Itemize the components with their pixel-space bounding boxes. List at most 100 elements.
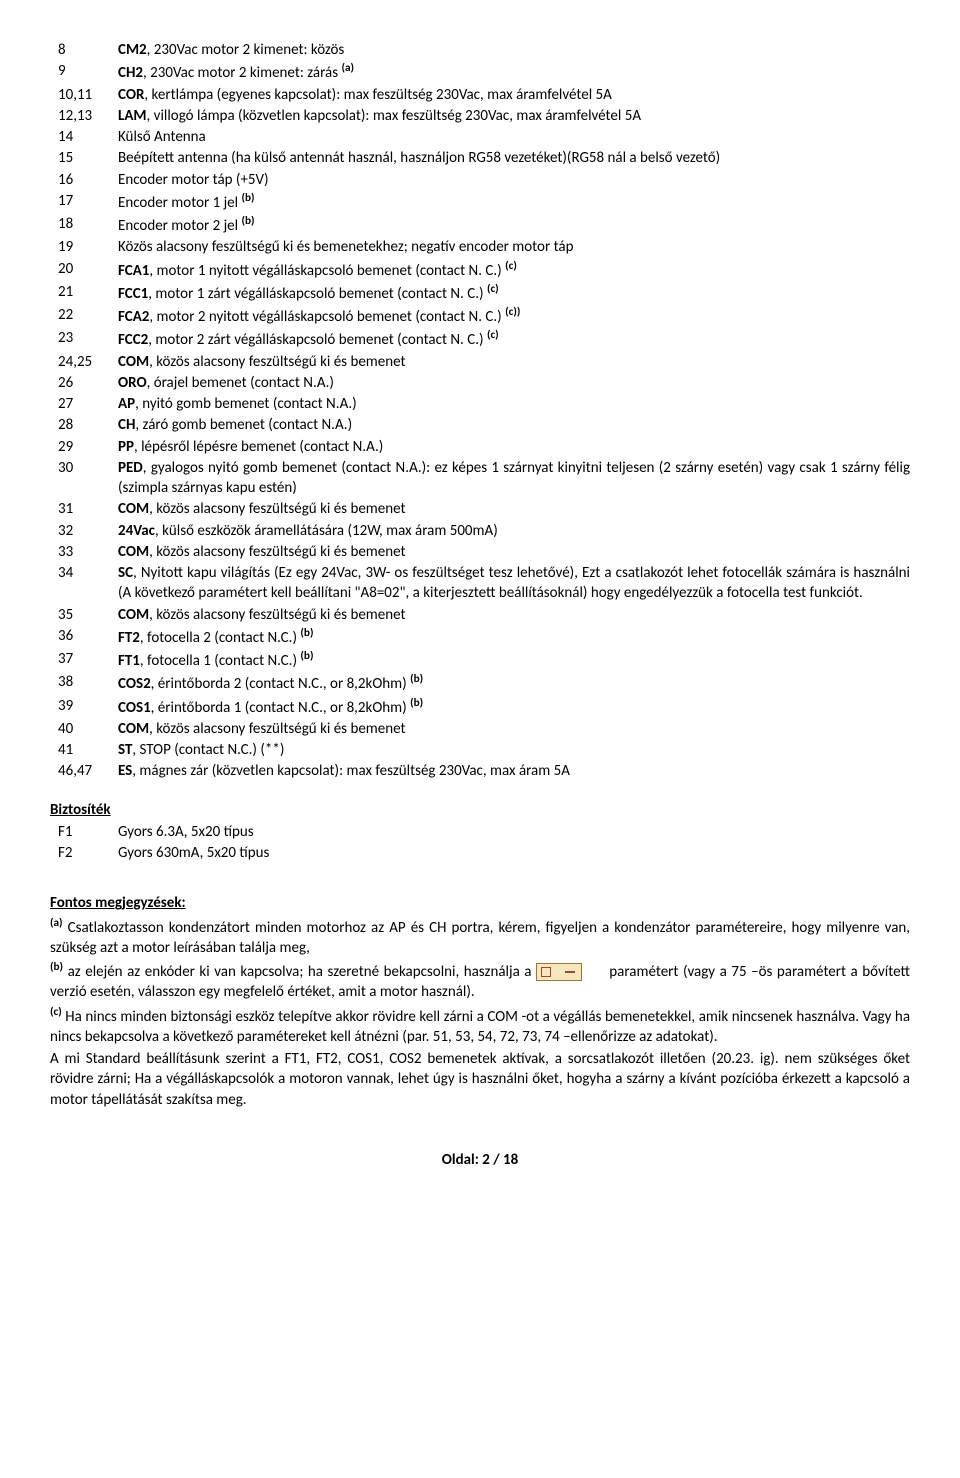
pin-description: FCA1, motor 1 nyitott végálláskapcsoló b…: [118, 259, 910, 281]
pin-description: PP, lépésről lépésre bemenet (contact N.…: [118, 437, 910, 457]
fuse-heading: Biztosíték: [50, 800, 910, 820]
pin-number: 37: [50, 649, 118, 671]
pin-number: 21: [50, 282, 118, 304]
pin-description: FT1, fotocella 1 (contact N.C.) (b): [118, 649, 910, 671]
pin-number: 28: [50, 415, 118, 435]
pin-description: COR, kertlámpa (egyenes kapcsolat): max …: [118, 85, 910, 105]
pin-row: 12,13LAM, villogó lámpa (közvetlen kapcs…: [50, 106, 910, 126]
pin-number: 10,11: [50, 85, 118, 105]
pin-description: CH2, 230Vac motor 2 kimenet: zárás (a): [118, 61, 910, 83]
fuse-row: F1Gyors 6.3A, 5x20 típus: [50, 822, 910, 842]
pin-number: 31: [50, 499, 118, 519]
pin-number: 16: [50, 170, 118, 190]
pin-description: CH, záró gomb bemenet (contact N.A.): [118, 415, 910, 435]
pin-row: 3224Vac, külső eszközök áramellátására (…: [50, 521, 910, 541]
pin-row: 30PED, gyalogos nyitó gomb bemenet (cont…: [50, 458, 910, 499]
fuse-row: F2Gyors 630mA, 5x20 típus: [50, 843, 910, 863]
pin-number: 20: [50, 259, 118, 281]
pin-row: 37FT1, fotocella 1 (contact N.C.) (b): [50, 649, 910, 671]
pin-number: 32: [50, 521, 118, 541]
pin-row: 26ORO, órajel bemenet (contact N.A.): [50, 373, 910, 393]
pin-number: 30: [50, 458, 118, 499]
pin-description: FT2, fotocella 2 (contact N.C.) (b): [118, 626, 910, 648]
pin-row: 27AP, nyitó gomb bemenet (contact N.A.): [50, 394, 910, 414]
pin-description: ORO, órajel bemenet (contact N.A.): [118, 373, 910, 393]
pin-number: 24,25: [50, 352, 118, 372]
pin-row: 21FCC1, motor 1 zárt végálláskapcsoló be…: [50, 282, 910, 304]
pin-row: 31COM, közös alacsony feszültségű ki és …: [50, 499, 910, 519]
pin-row: 34SC, Nyitott kapu világítás (Ez egy 24V…: [50, 563, 910, 604]
pin-description: Encoder motor 1 jel (b): [118, 191, 910, 213]
pin-number: 12,13: [50, 106, 118, 126]
pin-description: Encoder motor 2 jel (b): [118, 214, 910, 236]
pin-number: 41: [50, 740, 118, 760]
pin-description: COM, közös alacsony feszültségű ki és be…: [118, 542, 910, 562]
page-number: Oldal: 2 / 18: [50, 1150, 910, 1170]
pin-row: 9CH2, 230Vac motor 2 kimenet: zárás (a): [50, 61, 910, 83]
pin-row: 29PP, lépésről lépésre bemenet (contact …: [50, 437, 910, 457]
pin-description: SC, Nyitott kapu világítás (Ez egy 24Vac…: [118, 563, 910, 604]
pin-row: 8CM2, 230Vac motor 2 kimenet: közös: [50, 40, 910, 60]
fuse-desc: Gyors 6.3A, 5x20 típus: [118, 822, 910, 842]
pin-number: 17: [50, 191, 118, 213]
pin-number: 39: [50, 696, 118, 718]
pin-row: 14Külső Antenna: [50, 127, 910, 147]
pin-description: COM, közös alacsony feszültségű ki és be…: [118, 352, 910, 372]
pin-description: COS1, érintőborda 1 (contact N.C., or 8,…: [118, 696, 910, 718]
pin-description: 24Vac, külső eszközök áramellátására (12…: [118, 521, 910, 541]
pin-number: 38: [50, 672, 118, 694]
pin-number: 14: [50, 127, 118, 147]
pin-description: COS2, érintőborda 2 (contact N.C., or 8,…: [118, 672, 910, 694]
pin-row: 23FCC2, motor 2 zárt végálláskapcsoló be…: [50, 328, 910, 350]
pin-description: Külső Antenna: [118, 127, 910, 147]
notes-heading: Fontos megjegyzések:: [50, 893, 910, 913]
note-standard: A mi Standard beállításunk szerint a FT1…: [50, 1049, 910, 1110]
pin-number: 29: [50, 437, 118, 457]
pin-number: 15: [50, 148, 118, 168]
pin-number: 26: [50, 373, 118, 393]
pin-row: 10,11COR, kertlámpa (egyenes kapcsolat):…: [50, 85, 910, 105]
pin-number: 18: [50, 214, 118, 236]
pin-number: 27: [50, 394, 118, 414]
pin-number: 33: [50, 542, 118, 562]
pin-row: 15Beépített antenna (ha külső antennát h…: [50, 148, 910, 168]
pin-number: 34: [50, 563, 118, 604]
pin-description: Encoder motor táp (+5V): [118, 170, 910, 190]
pin-description: FCC2, motor 2 zárt végálláskapcsoló beme…: [118, 328, 910, 350]
pin-row: 20FCA1, motor 1 nyitott végálláskapcsoló…: [50, 259, 910, 281]
pin-number: 19: [50, 237, 118, 257]
pin-description: PED, gyalogos nyitó gomb bemenet (contac…: [118, 458, 910, 499]
pin-description: ES, mágnes zár (közvetlen kapcsolat): ma…: [118, 761, 910, 781]
pin-row: 28CH, záró gomb bemenet (contact N.A.): [50, 415, 910, 435]
note-b: (b) az elején az enkóder ki van kapcsolv…: [50, 960, 910, 1003]
pin-row: 39COS1, érintőborda 1 (contact N.C., or …: [50, 696, 910, 718]
pin-row: 33COM, közös alacsony feszültségű ki és …: [50, 542, 910, 562]
pin-row: 17Encoder motor 1 jel (b): [50, 191, 910, 213]
pin-number: 23: [50, 328, 118, 350]
pin-number: 35: [50, 605, 118, 625]
pin-row: 36FT2, fotocella 2 (contact N.C.) (b): [50, 626, 910, 648]
pin-row: 18Encoder motor 2 jel (b): [50, 214, 910, 236]
pin-description: FCC1, motor 1 zárt végálláskapcsoló beme…: [118, 282, 910, 304]
pin-row: 22FCA2, motor 2 nyitott végálláskapcsoló…: [50, 305, 910, 327]
pin-row: 38COS2, érintőborda 2 (contact N.C., or …: [50, 672, 910, 694]
pin-number: 36: [50, 626, 118, 648]
pin-number: 22: [50, 305, 118, 327]
note-a: (a) Csatlakoztasson kondenzátort minden …: [50, 916, 910, 959]
pin-description: CM2, 230Vac motor 2 kimenet: közös: [118, 40, 910, 60]
pin-row: 46,47ES, mágnes zár (közvetlen kapcsolat…: [50, 761, 910, 781]
pin-description: ST, STOP (contact N.C.) (**): [118, 740, 910, 760]
pin-description: FCA2, motor 2 nyitott végálláskapcsoló b…: [118, 305, 910, 327]
pin-row: 35COM, közös alacsony feszültségű ki és …: [50, 605, 910, 625]
pin-row: 40COM, közös alacsony feszültségű ki és …: [50, 719, 910, 739]
pin-description: COM, közös alacsony feszültségű ki és be…: [118, 719, 910, 739]
note-c: (c) Ha nincs minden biztonsági eszköz te…: [50, 1005, 910, 1048]
pin-description: AP, nyitó gomb bemenet (contact N.A.): [118, 394, 910, 414]
fuse-id: F1: [50, 822, 118, 842]
pin-number: 8: [50, 40, 118, 60]
pin-row: 24,25COM, közös alacsony feszültségű ki …: [50, 352, 910, 372]
pin-description: Beépített antenna (ha külső antennát has…: [118, 148, 910, 168]
pin-description: Közös alacsony feszültségű ki és bemenet…: [118, 237, 910, 257]
param-icon: [536, 963, 582, 981]
fuse-id: F2: [50, 843, 118, 863]
